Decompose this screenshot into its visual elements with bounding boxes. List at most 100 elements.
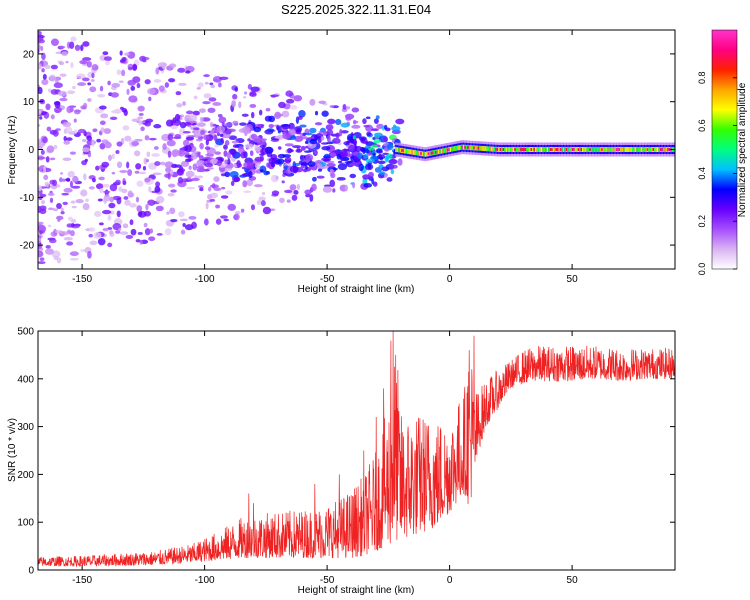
trace-peak: [401, 148, 403, 152]
spectrogram-blob: [61, 51, 69, 57]
spectrogram-blob: [180, 229, 186, 235]
spectrogram-blob: [339, 128, 343, 137]
trace-core: [512, 147, 515, 152]
spectrogram-blob: [303, 168, 308, 173]
trace-peak: [521, 148, 524, 151]
trace-core: [490, 146, 493, 152]
spectrogram-blob: [53, 82, 63, 89]
spectrogram-blob: [167, 192, 175, 197]
spectrogram-blob: [69, 257, 80, 261]
trace-core: [498, 147, 500, 152]
spectrogram-blob: [296, 183, 301, 191]
snr-y-label: SNR (10 * v/v): [7, 418, 18, 482]
spectrogram-blob: [116, 197, 122, 205]
spectrogram-blob: [302, 132, 306, 137]
trace-core: [542, 147, 544, 152]
spectrogram-blob: [246, 179, 253, 187]
colorbar-tick-label: 0.6: [697, 119, 707, 132]
spectrogram-blob: [175, 91, 182, 96]
trace-peak: [559, 148, 562, 151]
spectrogram-blob: [314, 110, 319, 116]
snr-x-tick-label: -100: [195, 575, 215, 586]
spectrogram-blob: [376, 150, 383, 154]
spectrogram-blob: [188, 215, 197, 220]
trace-peak: [432, 151, 434, 155]
spectrogram-blob: [132, 64, 138, 71]
trace-core: [595, 147, 597, 152]
spectrogram-blob: [47, 207, 55, 211]
spectrogram-blob: [137, 116, 144, 120]
spectrogram-blob: [215, 204, 221, 209]
trace-core: [624, 147, 627, 152]
spectrogram-blob: [254, 162, 261, 169]
spectrogram-blob: [312, 176, 317, 182]
trace-core: [576, 147, 578, 152]
trace-core: [627, 147, 629, 152]
spectrogram-blob: [196, 159, 205, 167]
trace-core: [626, 147, 628, 152]
spectrogram-blob: [155, 181, 161, 187]
trace-core: [630, 147, 632, 152]
spectrogram-blob: [38, 110, 42, 116]
spectrogram-blob: [208, 97, 217, 102]
spectrogram-blob: [227, 203, 237, 211]
trace-peak: [434, 150, 437, 154]
spectrogram-blob: [148, 96, 152, 102]
spectrogram-blob: [192, 122, 197, 126]
spectrogram-blob: [91, 63, 99, 71]
spectrogram-blob: [47, 224, 52, 228]
spectrogram-blob: [199, 116, 204, 123]
spectrogram-blob: [169, 207, 176, 215]
spectrogram-blob: [75, 198, 84, 204]
spectrogram-blob: [200, 129, 206, 136]
trace-peak: [549, 148, 552, 151]
snr-series-line: [38, 331, 675, 568]
trace-peak: [573, 148, 575, 151]
trace-core: [602, 147, 604, 152]
spectrogram-blob: [92, 177, 96, 183]
spectrogram-blob: [386, 143, 394, 151]
snr-y-axis: 0 100 200 300 400 500: [17, 327, 675, 577]
spectrogram-blob: [167, 133, 174, 141]
spectrogram-blob: [60, 207, 64, 212]
spectrogram-blob: [231, 100, 236, 108]
spectrogram-blob: [41, 200, 45, 205]
spectrogram-blob: [277, 130, 281, 134]
spectrogram-blob: [53, 144, 58, 150]
spectrogram-blob: [261, 191, 266, 196]
trace-core: [455, 145, 457, 151]
spectrogram-blob: [325, 160, 335, 164]
spectrogram-blob: [227, 158, 231, 165]
spectrogram-blob: [144, 79, 151, 85]
spectrogram-blob: [184, 224, 194, 231]
trace-peak: [557, 148, 559, 151]
spectrogram-blob: [101, 161, 110, 168]
spectrogram-blob: [262, 206, 272, 215]
spectrogram-blob: [297, 115, 303, 120]
spectrogram-blob: [207, 148, 217, 154]
spectrogram-blob: [268, 115, 276, 123]
spectrogram-blob: [206, 167, 214, 170]
spectrogram-blob: [122, 223, 129, 229]
spectrogram-blob: [293, 95, 303, 102]
trace-core: [439, 148, 441, 154]
spectrogram-blob: [225, 190, 233, 195]
spectrogram-blob: [154, 161, 161, 166]
spectrogram-blob: [223, 150, 228, 157]
spectrogram-x-axis: -150 -100 -50 0 50: [72, 30, 578, 285]
trace-core: [509, 147, 512, 152]
trace-core: [493, 146, 496, 152]
spectrogram-blob: [170, 189, 177, 193]
spectrogram-x-label: Height of straight line (km): [298, 284, 415, 295]
spectrogram-blob: [116, 141, 123, 147]
spectrogram-blob: [277, 158, 285, 165]
spectrogram-blob: [71, 185, 81, 189]
spectrogram-blob: [196, 168, 206, 173]
spectrogram-blob: [88, 227, 96, 232]
trace-peak: [551, 148, 553, 151]
trace-peak: [420, 152, 422, 156]
trace-core: [474, 145, 477, 151]
trace-core: [629, 147, 631, 152]
spectrogram-blob: [249, 92, 257, 97]
spectrogram-blob: [224, 140, 230, 146]
